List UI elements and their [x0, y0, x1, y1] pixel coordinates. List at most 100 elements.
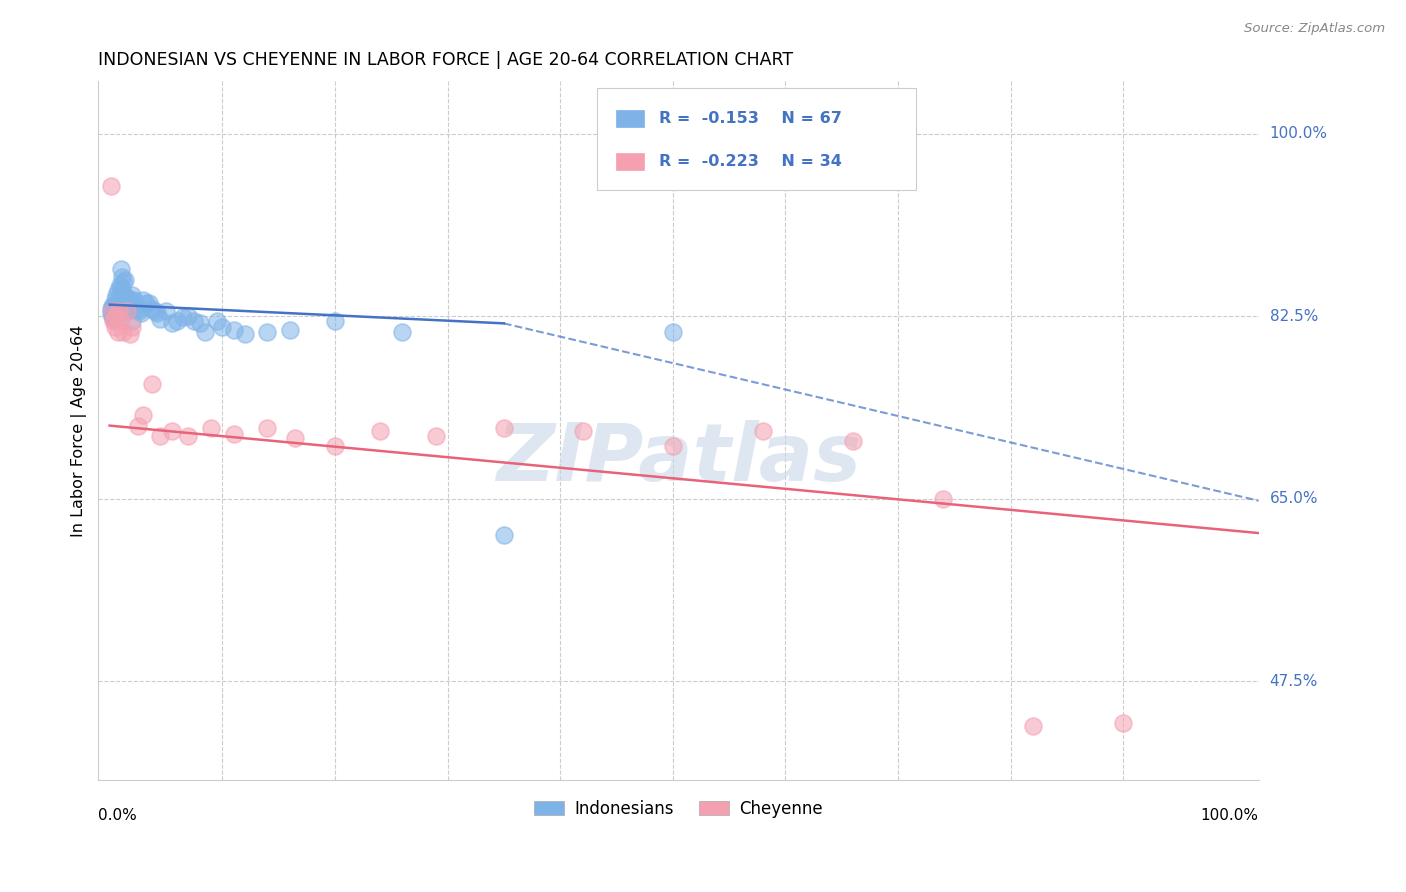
Point — [138, 295, 160, 310]
Point — [256, 420, 278, 434]
Point — [129, 306, 152, 320]
Point — [1112, 715, 1135, 730]
Point — [155, 303, 177, 318]
Point — [118, 326, 141, 341]
Point — [100, 306, 122, 320]
Point — [105, 299, 128, 313]
Text: Source: ZipAtlas.com: Source: ZipAtlas.com — [1244, 22, 1385, 36]
Point — [132, 293, 155, 308]
Point — [112, 275, 135, 289]
Point — [110, 262, 132, 277]
Point — [105, 308, 128, 322]
Point — [932, 491, 955, 506]
Point — [111, 285, 134, 299]
Point — [111, 270, 134, 285]
Text: 47.5%: 47.5% — [1270, 673, 1317, 689]
Point — [125, 299, 148, 313]
Text: 0.0%: 0.0% — [98, 808, 138, 823]
Point — [492, 528, 515, 542]
Point — [110, 281, 132, 295]
Point — [101, 308, 124, 322]
Point — [177, 309, 200, 323]
Point — [211, 319, 233, 334]
Text: 100.0%: 100.0% — [1270, 126, 1327, 141]
Point — [256, 325, 278, 339]
Point — [108, 277, 131, 292]
Point — [205, 314, 228, 328]
Point — [112, 325, 135, 339]
Point — [107, 283, 129, 297]
Point — [188, 317, 211, 331]
Point — [662, 325, 685, 339]
Point — [121, 319, 143, 334]
Point — [101, 314, 124, 328]
Point — [166, 314, 188, 328]
Text: 65.0%: 65.0% — [1270, 491, 1319, 506]
Point — [127, 418, 149, 433]
Point — [118, 295, 141, 310]
Point — [200, 420, 222, 434]
Point — [101, 299, 124, 313]
Point — [141, 301, 163, 316]
Point — [104, 301, 127, 316]
Point — [120, 293, 142, 308]
Point — [323, 440, 346, 454]
Point — [103, 306, 125, 320]
Point — [135, 295, 157, 310]
Point — [127, 301, 149, 316]
Point — [104, 308, 127, 322]
Text: 82.5%: 82.5% — [1270, 309, 1317, 324]
Point — [107, 290, 129, 304]
Point — [842, 434, 865, 449]
Point — [143, 303, 166, 318]
Point — [172, 310, 194, 325]
Point — [222, 426, 245, 441]
Point — [103, 312, 125, 326]
Point — [107, 295, 129, 310]
Point — [107, 302, 129, 317]
Point — [662, 440, 685, 454]
Point — [391, 325, 413, 339]
Point — [101, 303, 124, 318]
Point — [160, 424, 183, 438]
Point — [141, 376, 163, 391]
Point — [278, 323, 301, 337]
Legend: Indonesians, Cheyenne: Indonesians, Cheyenne — [527, 793, 830, 824]
Point — [492, 420, 515, 434]
Point — [108, 293, 131, 308]
Point — [105, 288, 128, 302]
Point — [571, 424, 593, 438]
Point — [425, 429, 447, 443]
Point — [103, 312, 125, 326]
Point — [110, 314, 132, 328]
Point — [100, 301, 122, 316]
Point — [132, 408, 155, 422]
Point — [107, 303, 129, 318]
Text: R =  -0.223    N = 34: R = -0.223 N = 34 — [659, 154, 842, 169]
Point — [115, 291, 138, 305]
Point — [128, 303, 150, 318]
Point — [104, 319, 127, 334]
Point — [117, 303, 139, 318]
Point — [177, 429, 200, 443]
Point — [222, 323, 245, 337]
Point — [121, 314, 143, 328]
Point — [194, 325, 217, 339]
Point — [100, 178, 122, 193]
Point — [368, 424, 391, 438]
Point — [115, 303, 138, 318]
Point — [1022, 719, 1045, 733]
Point — [149, 429, 172, 443]
Y-axis label: In Labor Force | Age 20-64: In Labor Force | Age 20-64 — [72, 325, 87, 537]
Point — [121, 288, 143, 302]
FancyBboxPatch shape — [616, 153, 644, 170]
FancyBboxPatch shape — [616, 110, 644, 127]
Point — [101, 303, 124, 318]
Point — [101, 305, 124, 319]
Point — [146, 306, 169, 320]
Point — [101, 301, 124, 315]
Point — [103, 297, 125, 311]
Point — [107, 325, 129, 339]
Point — [160, 317, 183, 331]
Point — [114, 272, 136, 286]
